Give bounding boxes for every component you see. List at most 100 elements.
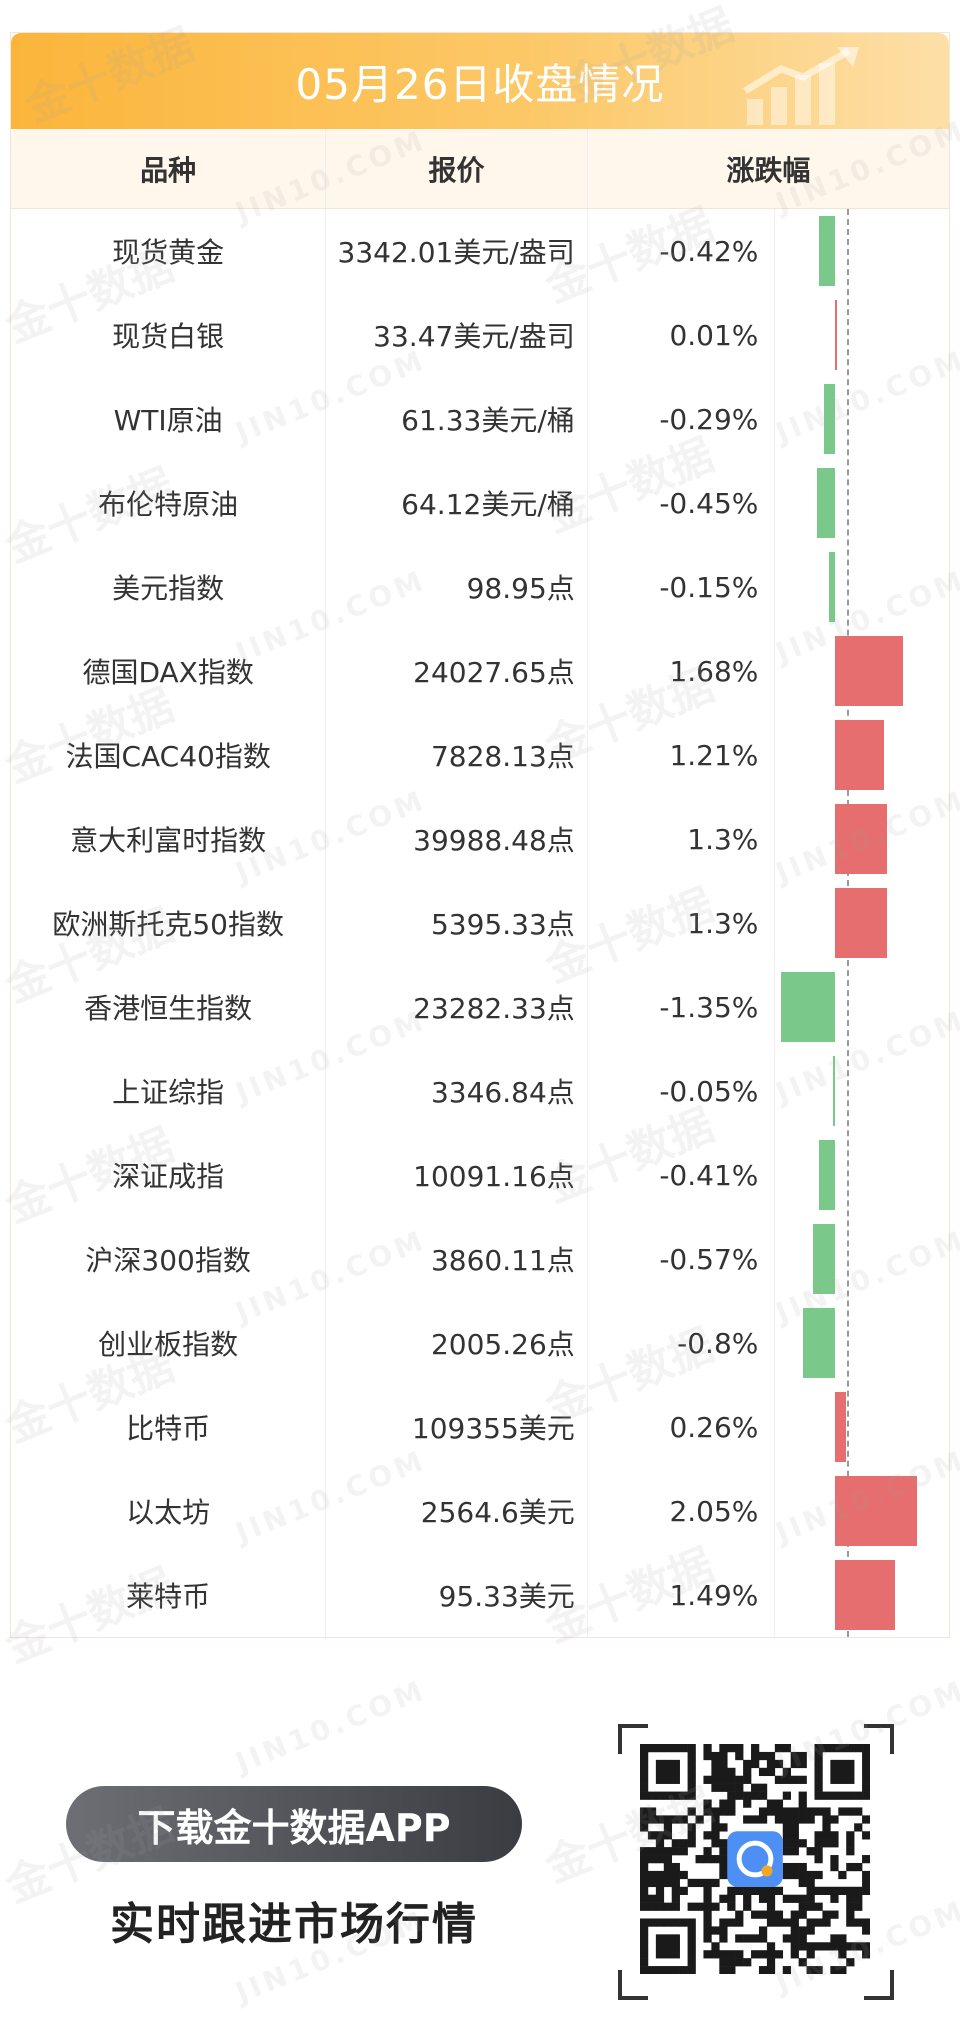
change-bar-down bbox=[803, 1308, 836, 1378]
instrument-price: 2564.6美元 bbox=[326, 1469, 588, 1553]
table-row: 布伦特原油 64.12美元/桶 -0.45% bbox=[11, 461, 949, 545]
instrument-change: -0.05% bbox=[588, 1049, 776, 1133]
slogan: 实时跟进市场行情 bbox=[110, 1899, 478, 1950]
change-bar-cell bbox=[775, 1217, 949, 1301]
instrument-name: 德国DAX指数 bbox=[11, 629, 327, 713]
change-bar-up bbox=[835, 1476, 918, 1546]
change-bar-cell bbox=[775, 1301, 949, 1385]
instrument-name: 以太坊 bbox=[11, 1469, 327, 1553]
instrument-change: -0.45% bbox=[588, 461, 776, 545]
table-row: 法国CAC40指数 7828.13点 1.21% bbox=[11, 713, 949, 797]
instrument-change: -0.41% bbox=[588, 1133, 776, 1217]
table-row: 德国DAX指数 24027.65点 1.68% bbox=[11, 629, 949, 713]
instrument-name: 香港恒生指数 bbox=[11, 965, 327, 1049]
change-bar-cell bbox=[775, 293, 949, 377]
change-bar-down bbox=[812, 1224, 836, 1294]
table-row: 意大利富时指数 39988.48点 1.3% bbox=[11, 797, 949, 881]
instrument-price: 109355美元 bbox=[326, 1385, 588, 1469]
instrument-change: 0.01% bbox=[588, 293, 776, 377]
change-bar-cell bbox=[775, 209, 949, 293]
instrument-change: 1.49% bbox=[588, 1553, 776, 1637]
table-row: 欧洲斯托克50指数 5395.33点 1.3% bbox=[11, 881, 949, 965]
download-app-button[interactable]: 下载金十数据APP bbox=[66, 1786, 522, 1862]
table-row: WTI原油 61.33美元/桶 -0.29% bbox=[11, 377, 949, 461]
instrument-name: WTI原油 bbox=[11, 377, 327, 461]
table-row: 美元指数 98.95点 -0.15% bbox=[11, 545, 949, 629]
table-row: 比特币 109355美元 0.26% bbox=[11, 1385, 949, 1469]
instrument-price: 2005.26点 bbox=[326, 1301, 588, 1385]
change-bar-cell bbox=[775, 1385, 949, 1469]
qr-code[interactable] bbox=[640, 1744, 870, 1974]
change-bar-down bbox=[817, 468, 836, 538]
instrument-name: 现货白银 bbox=[11, 293, 327, 377]
instrument-price: 3346.84点 bbox=[326, 1049, 588, 1133]
instrument-price: 24027.65点 bbox=[326, 629, 588, 713]
change-bar-cell bbox=[775, 545, 949, 629]
instrument-name: 现货黄金 bbox=[11, 209, 327, 293]
change-bar-up bbox=[835, 804, 888, 874]
instrument-name: 创业板指数 bbox=[11, 1301, 327, 1385]
instrument-name: 比特币 bbox=[11, 1385, 327, 1469]
instrument-name: 布伦特原油 bbox=[11, 461, 327, 545]
change-bar-down bbox=[818, 216, 836, 286]
change-bar-down bbox=[829, 552, 836, 622]
card-header: 05月26日收盘情况 bbox=[11, 33, 949, 129]
change-bar-up bbox=[835, 636, 903, 706]
instrument-change: 1.68% bbox=[588, 629, 776, 713]
jin10-app-logo-icon bbox=[727, 1831, 783, 1887]
table-row: 现货黄金 3342.01美元/盎司 -0.42% bbox=[11, 209, 949, 293]
change-bar-up bbox=[835, 888, 888, 958]
instrument-price: 95.33美元 bbox=[326, 1553, 588, 1637]
change-bar-cell bbox=[775, 881, 949, 965]
instrument-name: 莱特币 bbox=[11, 1553, 327, 1637]
column-header-change: 涨跌幅 bbox=[726, 153, 811, 187]
instrument-price: 3860.11点 bbox=[326, 1217, 588, 1301]
instrument-change: -1.35% bbox=[588, 965, 776, 1049]
table-row: 莱特币 95.33美元 1.49% bbox=[11, 1553, 949, 1637]
instrument-price: 61.33美元/桶 bbox=[326, 377, 588, 461]
instrument-price: 39988.48点 bbox=[326, 797, 588, 881]
table-header: 品种 报价 涨跌幅 bbox=[11, 129, 949, 209]
instrument-change: -0.57% bbox=[588, 1217, 776, 1301]
change-bar-cell bbox=[775, 797, 949, 881]
instrument-change: 0.26% bbox=[588, 1385, 776, 1469]
change-bar-cell bbox=[775, 377, 949, 461]
change-bar-cell bbox=[775, 1049, 949, 1133]
page-title: 05月26日收盘情况 bbox=[295, 59, 665, 109]
instrument-change: 1.3% bbox=[588, 797, 776, 881]
change-bar-cell bbox=[775, 1553, 949, 1637]
change-bar-down bbox=[823, 384, 836, 454]
change-bar-cell bbox=[775, 1469, 949, 1553]
instrument-name: 深证成指 bbox=[11, 1133, 327, 1217]
qr-code-frame bbox=[618, 1724, 894, 2000]
table-row: 创业板指数 2005.26点 -0.8% bbox=[11, 1301, 949, 1385]
change-bar-down bbox=[781, 972, 836, 1042]
instrument-price: 10091.16点 bbox=[326, 1133, 588, 1217]
change-bar-up bbox=[835, 720, 884, 790]
change-bar-cell bbox=[775, 713, 949, 797]
instrument-change: -0.15% bbox=[588, 545, 776, 629]
instrument-change: -0.29% bbox=[588, 377, 776, 461]
table-row: 深证成指 10091.16点 -0.41% bbox=[11, 1133, 949, 1217]
instrument-change: -0.8% bbox=[588, 1301, 776, 1385]
market-close-card: 05月26日收盘情况 品种 报价 涨跌幅 现货黄金 3342.01美元/盎司 -0.… bbox=[10, 32, 950, 1638]
table-row: 沪深300指数 3860.11点 -0.57% bbox=[11, 1217, 949, 1301]
instrument-name: 意大利富时指数 bbox=[11, 797, 327, 881]
instrument-name: 沪深300指数 bbox=[11, 1217, 327, 1301]
instrument-price: 23282.33点 bbox=[326, 965, 588, 1049]
instrument-price: 98.95点 bbox=[326, 545, 588, 629]
rising-bar-chart-arrow-icon bbox=[743, 47, 859, 125]
column-header-price: 报价 bbox=[326, 129, 588, 208]
change-bar-cell bbox=[775, 461, 949, 545]
change-bar-down bbox=[833, 1056, 836, 1126]
column-header-name: 品种 bbox=[11, 129, 327, 208]
instrument-name: 欧洲斯托克50指数 bbox=[11, 881, 327, 965]
instrument-price: 64.12美元/桶 bbox=[326, 461, 588, 545]
instrument-price: 5395.33点 bbox=[326, 881, 588, 965]
table-body: 现货黄金 3342.01美元/盎司 -0.42% 现货白银 33.47美元/盎司 0.01… bbox=[11, 209, 949, 1637]
change-bar-up bbox=[835, 300, 837, 370]
table-row: 上证综指 3346.84点 -0.05% bbox=[11, 1049, 949, 1133]
instrument-name: 法国CAC40指数 bbox=[11, 713, 327, 797]
change-bar-down bbox=[818, 1140, 836, 1210]
instrument-price: 33.47美元/盎司 bbox=[326, 293, 588, 377]
